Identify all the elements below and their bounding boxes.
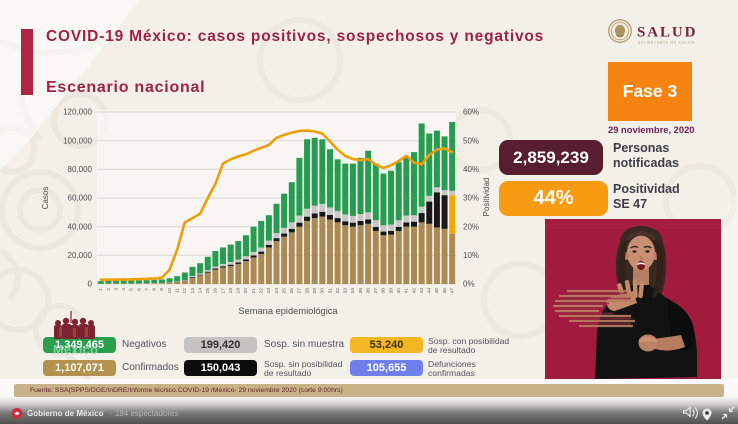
svg-text:15: 15 — [205, 288, 211, 294]
svg-text:38: 38 — [381, 288, 387, 294]
svg-text:60%: 60% — [463, 108, 479, 117]
svg-text:22: 22 — [258, 288, 264, 294]
svg-text:Gobierno de México: Gobierno de México — [27, 409, 104, 418]
svg-text:40%: 40% — [463, 165, 479, 174]
svg-text:8: 8 — [152, 288, 158, 291]
svg-text:47: 47 — [449, 288, 455, 294]
svg-text:40: 40 — [396, 288, 402, 294]
svg-text:44: 44 — [427, 288, 433, 294]
svg-text:17: 17 — [220, 288, 226, 294]
svg-text:9: 9 — [159, 288, 165, 291]
svg-text:3: 3 — [113, 288, 119, 291]
svg-text:120,000: 120,000 — [63, 108, 92, 117]
svg-text:5: 5 — [129, 288, 135, 291]
svg-text:30: 30 — [320, 288, 326, 294]
svg-text:26: 26 — [289, 288, 295, 294]
svg-text:40,000: 40,000 — [68, 222, 93, 231]
svg-text:33: 33 — [342, 288, 348, 294]
svg-text:13: 13 — [190, 288, 196, 294]
svg-text:21: 21 — [251, 288, 257, 294]
svg-text:45: 45 — [434, 288, 440, 294]
svg-text:2: 2 — [106, 288, 112, 291]
svg-text:18: 18 — [228, 288, 234, 294]
svg-text:1: 1 — [98, 288, 104, 291]
svg-text:24: 24 — [274, 288, 280, 294]
svg-text:0%: 0% — [463, 280, 475, 289]
svg-text:39: 39 — [388, 288, 394, 294]
svg-text:34: 34 — [350, 288, 356, 294]
svg-text:42: 42 — [411, 288, 417, 294]
svg-text:20,000: 20,000 — [68, 251, 93, 260]
svg-text:20%: 20% — [463, 222, 479, 231]
svg-text:27: 27 — [297, 288, 303, 294]
svg-text:46: 46 — [442, 288, 448, 294]
svg-text:14: 14 — [197, 288, 203, 294]
svg-text:SECRETARÍA DE SALUD: SECRETARÍA DE SALUD — [638, 40, 695, 45]
svg-text:· 184 espectadores: · 184 espectadores — [110, 409, 179, 418]
svg-text:20: 20 — [243, 288, 249, 294]
svg-text:Casos: Casos — [41, 187, 50, 210]
svg-text:31: 31 — [327, 288, 333, 294]
svg-text:6: 6 — [136, 288, 142, 291]
svg-text:16: 16 — [213, 288, 219, 294]
svg-text:29: 29 — [312, 288, 318, 294]
svg-text:30%: 30% — [463, 194, 479, 203]
svg-text:0: 0 — [88, 280, 93, 289]
svg-text:Semana epidemiológica: Semana epidemiológica — [238, 306, 338, 316]
svg-text:35: 35 — [358, 288, 364, 294]
svg-text:19: 19 — [236, 288, 242, 294]
svg-text:100,000: 100,000 — [63, 136, 92, 145]
svg-text:50%: 50% — [463, 136, 479, 145]
svg-text:37: 37 — [373, 288, 379, 294]
svg-text:7: 7 — [144, 288, 150, 291]
svg-text:25: 25 — [281, 288, 287, 294]
svg-text:Positividad: Positividad — [482, 178, 491, 217]
svg-text:32: 32 — [335, 288, 341, 294]
svg-text:80,000: 80,000 — [68, 165, 93, 174]
svg-text:4: 4 — [121, 288, 127, 291]
svg-text:36: 36 — [365, 288, 371, 294]
svg-text:43: 43 — [419, 288, 425, 294]
svg-text:23: 23 — [266, 288, 272, 294]
svg-text:SALUD: SALUD — [637, 25, 697, 41]
svg-text:10%: 10% — [463, 251, 479, 260]
svg-text:12: 12 — [182, 288, 188, 294]
svg-text:41: 41 — [404, 288, 410, 294]
svg-text:10: 10 — [167, 288, 173, 294]
svg-text:60,000: 60,000 — [68, 194, 93, 203]
svg-text:11: 11 — [174, 288, 180, 293]
svg-text:28: 28 — [304, 288, 310, 294]
